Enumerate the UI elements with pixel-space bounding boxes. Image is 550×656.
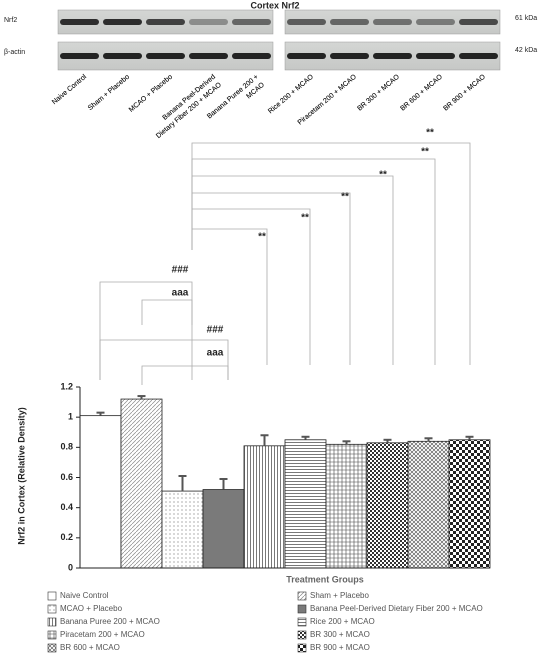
blot-band	[416, 19, 455, 25]
blot-band	[287, 19, 326, 25]
legend-swatch	[47, 617, 57, 627]
legend-label: Sham + Placebo	[310, 591, 369, 600]
annotation: **	[301, 213, 309, 224]
blot-band	[146, 53, 185, 59]
blot-band	[103, 19, 142, 25]
annotation: ###	[207, 325, 224, 336]
bar	[202, 489, 245, 569]
bracket	[191, 208, 311, 365]
annotation: ###	[172, 265, 189, 276]
bar	[120, 398, 163, 569]
annotation: aaa	[207, 348, 224, 359]
bracket	[191, 158, 436, 365]
y-tick-label: 0.2	[60, 532, 73, 542]
bracket	[191, 192, 351, 365]
legend-label: MCAO + Placebo	[60, 604, 123, 613]
blot-band	[232, 19, 271, 25]
lane-label: BR 900 + MCAO	[442, 73, 487, 112]
blot-row-label: Nrf2	[4, 17, 17, 24]
blot-band	[373, 19, 412, 25]
blot-size: 42 kDa	[515, 47, 537, 54]
blot-band	[416, 53, 455, 59]
legend-label: Banana Peel-Derived Dietary Fiber 200 + …	[310, 604, 483, 613]
bar	[407, 440, 450, 569]
blot-band	[287, 53, 326, 59]
lane-label: Sham + Placebo	[87, 74, 131, 113]
legend-swatch	[297, 617, 307, 627]
bar	[366, 442, 409, 569]
lane-label: Rice 200 + MCAO	[267, 73, 315, 115]
blot-band	[459, 19, 498, 25]
annotation: **	[421, 147, 429, 158]
legend-label: Piracetam 200 + MCAO	[60, 630, 145, 639]
y-axis-title: Nrf2 in Cortex (Relative Density)	[16, 407, 26, 545]
x-axis-title: Treatment Groups	[286, 574, 364, 584]
blot-band	[330, 19, 369, 25]
legend-label: BR 600 + MCAO	[60, 643, 120, 652]
blot-band	[232, 53, 271, 59]
bracket	[99, 339, 229, 380]
legend-swatch	[297, 604, 307, 614]
blot-band	[459, 53, 498, 59]
annotation: aaa	[172, 288, 189, 299]
blot-title: Cortex Nrf2	[250, 0, 299, 10]
y-tick-label: 0.6	[60, 472, 73, 482]
annotation: **	[426, 128, 434, 139]
bar	[284, 439, 327, 569]
legend-swatch	[297, 643, 307, 653]
lane-label: Naive Control	[51, 73, 88, 106]
bracket	[99, 281, 193, 380]
annotation: **	[341, 192, 349, 203]
y-tick-label: 1	[68, 412, 73, 422]
legend-label: BR 900 + MCAO	[310, 643, 370, 652]
lane-label: BR 300 + MCAO	[356, 73, 401, 112]
legend-label: Banana Puree 200 + MCAO	[60, 617, 160, 626]
lane-label: BR 600 + MCAO	[399, 73, 444, 112]
legend-swatch	[47, 591, 57, 601]
blot-band	[373, 53, 412, 59]
bar	[448, 439, 491, 569]
legend-swatch	[297, 591, 307, 601]
legend-swatch	[47, 604, 57, 614]
bar	[79, 415, 122, 569]
annotation: **	[379, 170, 387, 181]
blot-band	[189, 53, 228, 59]
legend-label: Naive Control	[60, 591, 109, 600]
bar	[325, 443, 368, 569]
legend-swatch	[47, 643, 57, 653]
blot-band	[146, 19, 185, 25]
bar	[161, 490, 204, 569]
bracket	[141, 299, 193, 325]
bracket	[191, 175, 394, 365]
blot-row-label: β-actin	[4, 49, 25, 56]
blot-band	[60, 19, 99, 25]
legend-swatch	[47, 630, 57, 640]
blot-band	[330, 53, 369, 59]
bar	[243, 445, 286, 569]
y-tick-label: 0.8	[60, 442, 73, 452]
y-tick-label: 0	[68, 562, 73, 572]
bracket	[191, 228, 268, 365]
legend-label: BR 300 + MCAO	[310, 630, 370, 639]
legend-label: Rice 200 + MCAO	[310, 617, 375, 626]
blot-size: 61 kDa	[515, 15, 537, 22]
y-tick-label: 1.2	[60, 381, 73, 391]
annotation: **	[258, 232, 266, 243]
blot-band	[60, 53, 99, 59]
lane-label: MCAO + Placebo	[128, 74, 174, 114]
blot-band	[189, 19, 228, 25]
blot-band	[103, 53, 142, 59]
y-tick-label: 0.4	[60, 502, 73, 512]
legend-swatch	[297, 630, 307, 640]
bracket	[141, 365, 229, 385]
